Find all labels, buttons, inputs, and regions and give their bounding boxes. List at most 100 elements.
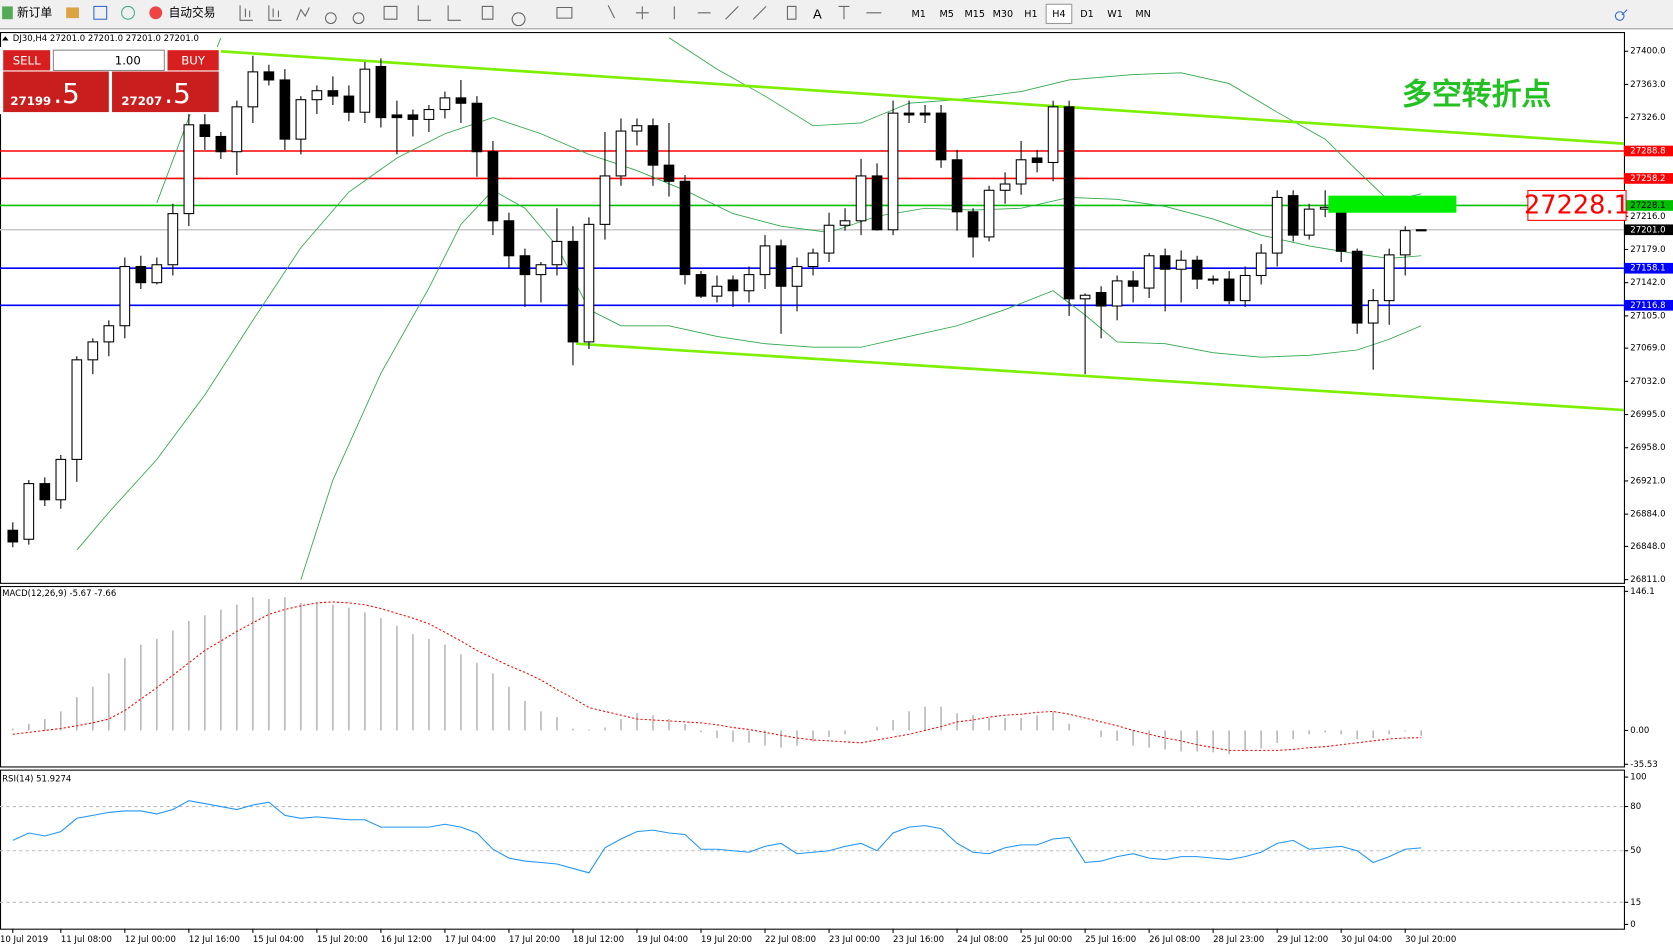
annotation: 多空转折点: [1402, 78, 1551, 113]
macd-signal: [12, 601, 1422, 751]
x-tick-label: 25 Jul 16:00: [1085, 935, 1136, 945]
icon[interactable]: [93, 5, 108, 20]
candle-body: [1159, 255, 1171, 270]
y-tick-label: 27400.0: [1630, 47, 1665, 57]
timeframe-button[interactable]: M1: [911, 9, 925, 20]
level-label: 27228.1: [1630, 201, 1665, 211]
candle-body: [1239, 274, 1251, 302]
sell-button[interactable]: [3, 50, 51, 71]
candle-body: [1063, 106, 1075, 300]
y-tick-label: 100: [1630, 773, 1646, 783]
x-tick-label: 25 Jul 00:00: [1021, 935, 1072, 945]
channel-line: [219, 49, 1624, 145]
timeframe-button[interactable]: W1: [1107, 9, 1123, 20]
rsi-line: [12, 800, 1422, 874]
candle-body: [279, 79, 291, 140]
timeframe-button[interactable]: H1: [1024, 9, 1037, 20]
sell-price-box[interactable]: [3, 71, 109, 113]
icon[interactable]: [2, 6, 13, 20]
icon[interactable]: [1614, 9, 1628, 21]
icon[interactable]: [149, 6, 163, 20]
x-tick-label: 15 Jul 20:00: [317, 935, 368, 945]
candle-body: [471, 102, 483, 153]
rsi-frame: [0, 769, 1625, 930]
level-label: 27258.2: [1630, 174, 1665, 184]
candle-body: [791, 265, 803, 287]
lot-value[interactable]: 1.00: [115, 53, 141, 67]
candle-body: [871, 175, 883, 231]
candle-body: [215, 135, 227, 153]
timeframe-button[interactable]: M15: [965, 9, 985, 20]
rsi-plot: [0, 800, 1624, 903]
candle-body: [887, 112, 899, 231]
x-tick-label: 15 Jul 04:00: [253, 935, 304, 945]
timeframe-button[interactable]: MN: [1135, 9, 1150, 20]
active-timeframe[interactable]: [1045, 3, 1073, 25]
sell-pips: .5: [53, 77, 79, 110]
candle-body: [1415, 229, 1427, 232]
level-label: 27288.8: [1630, 146, 1665, 156]
candle-body: [183, 124, 195, 215]
icon[interactable]: [121, 5, 135, 20]
x-tick-label: 23 Jul 00:00: [829, 935, 880, 945]
buy-label[interactable]: BUY: [181, 53, 206, 67]
candle-body: [1287, 195, 1299, 236]
x-tick-label: 11 Jul 08:00: [61, 935, 112, 945]
candle-body: [759, 245, 771, 276]
buy-price-box[interactable]: [112, 71, 219, 113]
candle-body: [1351, 250, 1363, 324]
auto-trading-button[interactable]: 自动交易: [169, 5, 216, 19]
candle-body: [439, 97, 451, 111]
y-tick-label: 26958.0: [1630, 443, 1665, 453]
candle-body: [631, 125, 643, 132]
candle-body: [503, 220, 515, 257]
candle-body: [679, 180, 691, 276]
y-tick-label: 26848.0: [1630, 542, 1665, 552]
y-tick-label: 15: [1630, 898, 1641, 908]
y-tick-label: 146.1: [1630, 587, 1654, 597]
candle-body: [1223, 278, 1235, 302]
price-callout-text: 27228.1: [1524, 191, 1630, 221]
candle-body: [535, 264, 547, 276]
candle-body: [1111, 280, 1123, 307]
sell-label[interactable]: SELL: [13, 53, 41, 67]
y-tick-label: 27105.0: [1630, 311, 1665, 321]
x-tick-label: 26 Jul 08:00: [1149, 935, 1200, 945]
candle-body: [1047, 106, 1059, 164]
y-tick-label: 27363.0: [1630, 80, 1665, 90]
macd-plot: [12, 597, 1422, 755]
timeframe-button[interactable]: D1: [1080, 9, 1093, 20]
y-tick-label: 0.00: [1630, 726, 1649, 736]
timeframe-button[interactable]: M5: [940, 9, 954, 20]
text-tool[interactable]: A: [813, 7, 822, 22]
y-tick-label: 26884.0: [1630, 510, 1665, 520]
x-tick-label: 10 Jul 2019: [0, 935, 48, 945]
candle-body: [519, 255, 531, 276]
candle-body: [1143, 255, 1155, 289]
candle-body: [231, 106, 243, 153]
x-tick-label: 23 Jul 16:00: [893, 935, 944, 945]
candle-body: [423, 109, 435, 120]
x-tick-label: 19 Jul 20:00: [701, 935, 752, 945]
icon[interactable]: [66, 7, 79, 19]
candle-body: [983, 189, 995, 238]
lot-input[interactable]: [52, 49, 165, 71]
candle-body: [103, 325, 115, 343]
candle-body: [1175, 259, 1187, 270]
candle-body: [839, 220, 851, 226]
y-tick-label: 26921.0: [1630, 476, 1665, 486]
candle-body: [551, 240, 563, 266]
x-tick-label: 30 Jul 04:00: [1341, 935, 1392, 945]
timeframe-button[interactable]: H4: [1052, 9, 1065, 20]
x-tick-label: 12 Jul 16:00: [189, 935, 240, 945]
candle-body: [135, 265, 147, 284]
new-order-button[interactable]: 新订单: [17, 5, 52, 19]
candle-body: [1399, 230, 1411, 256]
candle-body: [743, 274, 755, 292]
candle-body: [1191, 259, 1203, 280]
timeframe-button[interactable]: M30: [993, 9, 1013, 20]
candle-body: [455, 97, 467, 104]
buy-button[interactable]: [167, 50, 219, 71]
candle-body: [1127, 280, 1139, 287]
main-plot: [0, 37, 1624, 580]
